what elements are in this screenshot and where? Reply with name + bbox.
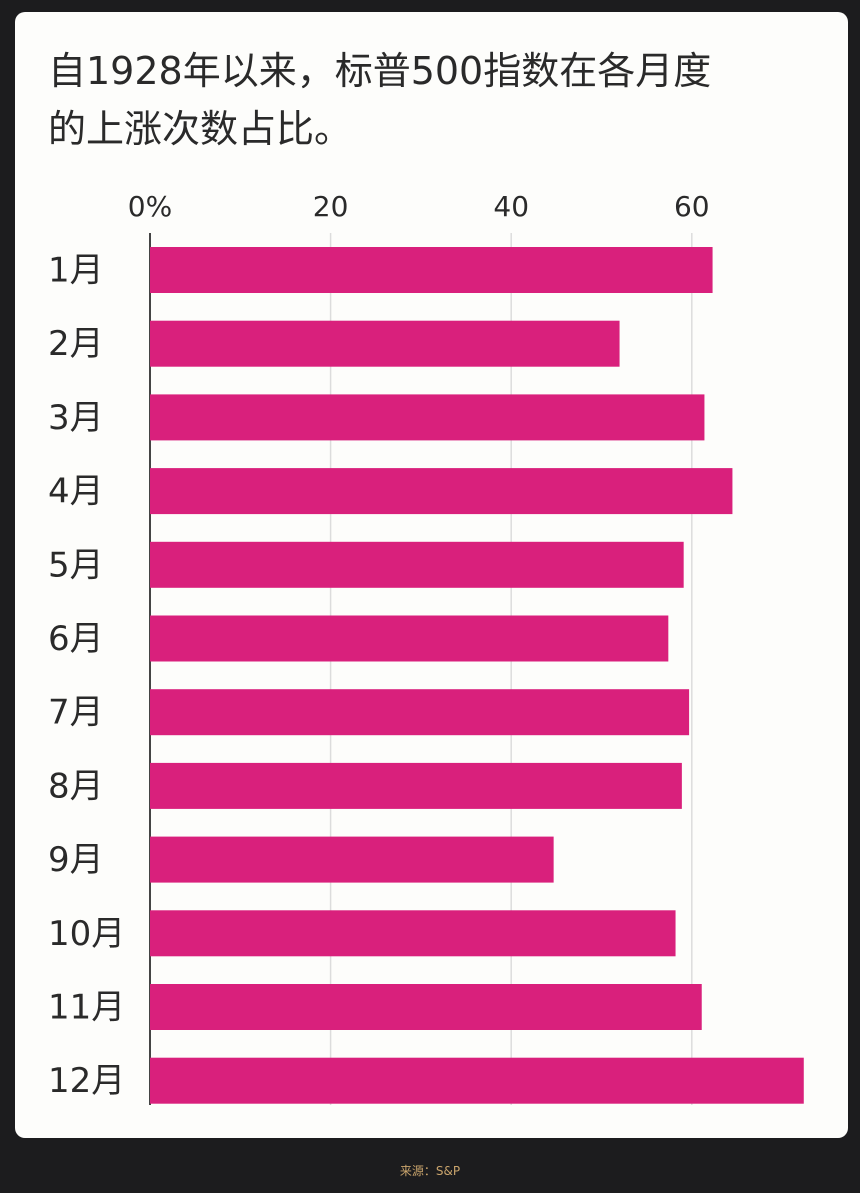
- y-tick-label: 6月: [48, 619, 104, 659]
- bar: [150, 247, 713, 293]
- x-tick-label: 60: [674, 190, 710, 223]
- bar: [150, 689, 690, 736]
- y-tick-label: 12月: [48, 1061, 125, 1101]
- source-note: 来源：S&P: [399, 1164, 461, 1178]
- y-tick-label: 5月: [48, 545, 104, 585]
- bar: [150, 910, 676, 957]
- bar: [150, 762, 682, 809]
- bar: [150, 468, 733, 515]
- bar: [150, 541, 684, 588]
- chart-card: 0%204060801月2月3月4月5月6月7月8月9月10月11月12月 自1…: [15, 12, 848, 1138]
- bar: [150, 1057, 804, 1104]
- chart-title: 自1928年以来，标普500指数在各月度的上涨次数占比。: [48, 49, 712, 151]
- bar: [150, 394, 705, 441]
- y-tick-label: 9月: [48, 840, 104, 880]
- bar: [150, 984, 702, 1030]
- x-tick-label: 20: [313, 190, 349, 223]
- bar: [150, 320, 620, 367]
- y-tick-label: 1月: [48, 251, 104, 291]
- x-tick-label: 40: [493, 190, 529, 223]
- x-tick-label: 0%: [128, 190, 172, 223]
- y-tick-label: 11月: [48, 988, 125, 1028]
- y-tick-label: 4月: [48, 472, 104, 512]
- bar: [150, 836, 554, 883]
- y-tick-label: 7月: [48, 693, 104, 733]
- y-tick-label: 2月: [48, 324, 104, 364]
- y-tick-label: 10月: [48, 914, 125, 954]
- y-tick-label: 3月: [48, 398, 104, 438]
- chart: 0%204060801月2月3月4月5月6月7月8月9月10月11月12月: [48, 190, 804, 1105]
- bar: [150, 615, 669, 662]
- y-tick-label: 8月: [48, 766, 104, 806]
